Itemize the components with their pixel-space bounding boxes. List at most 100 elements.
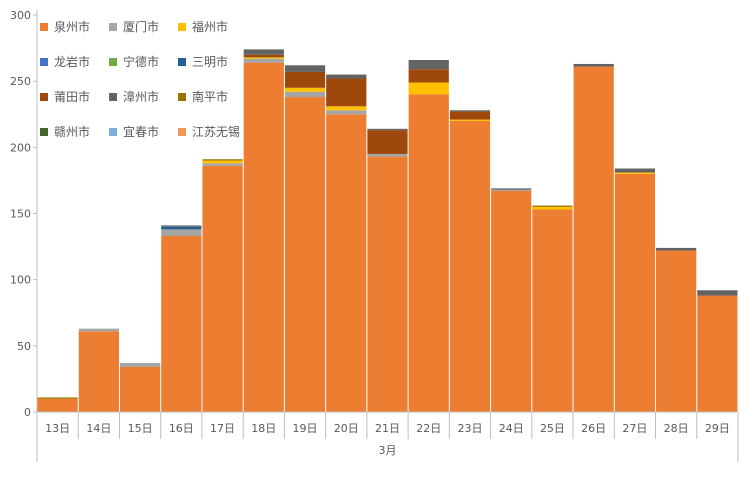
legend-item: 福州市 [178,18,228,35]
bar-segment [367,153,408,157]
x-tick-label: 21日 [375,422,400,435]
legend-item: 宁德市 [109,53,159,70]
legend-swatch [178,57,186,66]
bar-segment [326,114,367,412]
bar-segment [449,120,491,412]
bar-segment [697,290,738,296]
bar-segment [37,397,78,399]
x-tick-label: 28日 [664,422,689,435]
bar-segment [573,66,614,413]
bar-segment [202,159,243,161]
y-tick-label: 50 [17,340,31,353]
bar-segment [408,59,449,70]
bar-segment [284,91,326,98]
legend-item: 三明市 [178,53,228,70]
bar-segment [284,87,326,92]
x-tick-label: 23日 [457,422,482,435]
bar-segment [284,97,326,413]
bar-segment [202,160,243,164]
bar-segment [243,58,284,63]
bar-segment [78,328,119,332]
bar-segment [449,110,491,112]
legend-label: 莆田市 [54,90,91,104]
bar-segment [614,168,656,173]
bar-segment [408,69,449,83]
bar-segment [161,229,202,236]
bar-segment [408,82,449,95]
bar-segment [532,206,573,210]
legend-label: 宜春市 [123,125,160,139]
bar-segment [119,367,161,412]
legend-swatch [40,127,48,136]
y-tick-label: 250 [10,75,31,88]
legend-label: 三明市 [192,55,229,69]
bar-segment [202,165,243,412]
bar-segment [161,226,202,230]
legend-swatch [178,92,186,101]
bar-segment [491,188,532,190]
legend-swatch [40,92,48,101]
x-tick-label: 15日 [128,422,153,435]
bar-segment [614,172,656,174]
y-tick-label: 0 [24,406,31,419]
legend-item: 江苏无锡 [178,123,240,140]
bar-segment [656,247,697,251]
bar-segment [37,398,78,412]
legend-label: 龙岩市 [54,55,91,69]
x-tick-label: 25日 [540,422,565,435]
legend-swatch [178,127,186,136]
legend-swatch [178,22,186,31]
x-tick-label: 20日 [334,422,359,435]
legend-item: 漳州市 [109,88,159,105]
legend-label: 赣州市 [54,125,91,139]
bar-segment [161,235,202,412]
bar-segment [532,205,573,207]
bar-segment [408,94,449,413]
bar-segment [284,71,326,88]
legend-swatch [109,57,117,66]
x-tick-label: 27日 [622,422,647,435]
bar-segment [656,250,697,412]
x-tick-label: 22日 [416,422,441,435]
legend-item: 厦门市 [109,18,159,35]
bar-segment [532,209,573,412]
legend-label: 福州市 [192,20,229,34]
bar-segment [243,49,284,55]
bar-segment [367,128,408,131]
y-tick-label: 100 [10,274,31,287]
legend-label: 漳州市 [123,90,160,104]
legend-item: 南平市 [178,88,228,105]
bar-segment [161,225,202,227]
legend-item: 赣州市 [40,123,90,140]
bar-segment [202,163,243,166]
bar-segment [491,191,532,412]
bar-segment [78,331,119,412]
x-tick-label: 19日 [293,422,318,435]
bar-segment [326,110,367,115]
bar-segment [284,65,326,72]
bar-segment [243,57,284,59]
bar-segment [326,106,367,111]
bar-segment [243,54,284,58]
legend-swatch [40,57,48,66]
x-tick-label: 26日 [581,422,606,435]
legend-label: 宁德市 [123,55,160,69]
y-tick-label: 150 [10,208,31,221]
bar-segment [573,63,614,67]
legend-item: 龙岩市 [40,53,90,70]
x-tick-label: 14日 [86,422,111,435]
legend-swatch [109,22,117,31]
legend-item: 莆田市 [40,88,90,105]
bar-segment [119,363,161,368]
x-group-label: 3月 [379,444,397,457]
y-tick-label: 300 [10,9,31,22]
x-tick-label: 24日 [499,422,524,435]
y-tick-label: 200 [10,141,31,154]
legend-item: 宜春市 [109,123,159,140]
x-tick-label: 13日 [45,422,70,435]
legend-label: 南平市 [192,90,229,104]
legend-label: 江苏无锡 [192,125,241,139]
legend-swatch [40,22,48,31]
